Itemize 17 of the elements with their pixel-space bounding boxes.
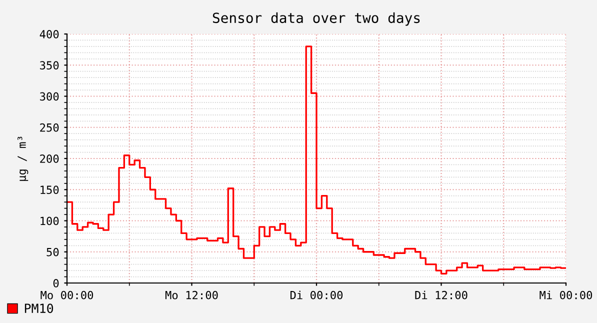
y-tick-label: 400 [40,30,59,38]
x-tick-label: Mo 12:00 [165,290,218,300]
x-tick-label: Di 12:00 [415,290,468,300]
y-tick-label: 100 [40,216,59,226]
x-tick-label: Di 00:00 [290,290,343,300]
legend-label: PM10 [24,304,54,314]
y-tick-label: 200 [40,154,59,163]
y-tick-label: 0 [53,279,59,288]
y-tick-label: 250 [40,123,59,132]
y-tick-label: 350 [40,61,59,70]
y-tick-label: 150 [40,186,59,194]
x-tick-label: Mi 00:00 [540,290,592,300]
y-tick-label: 50 [46,248,59,256]
y-axis-title: µg / m³ [18,136,28,181]
y-tick-label: 300 [40,92,59,101]
chart-title: Sensor data over two days [212,12,420,26]
x-tick-label: Mo 00:00 [40,290,94,300]
